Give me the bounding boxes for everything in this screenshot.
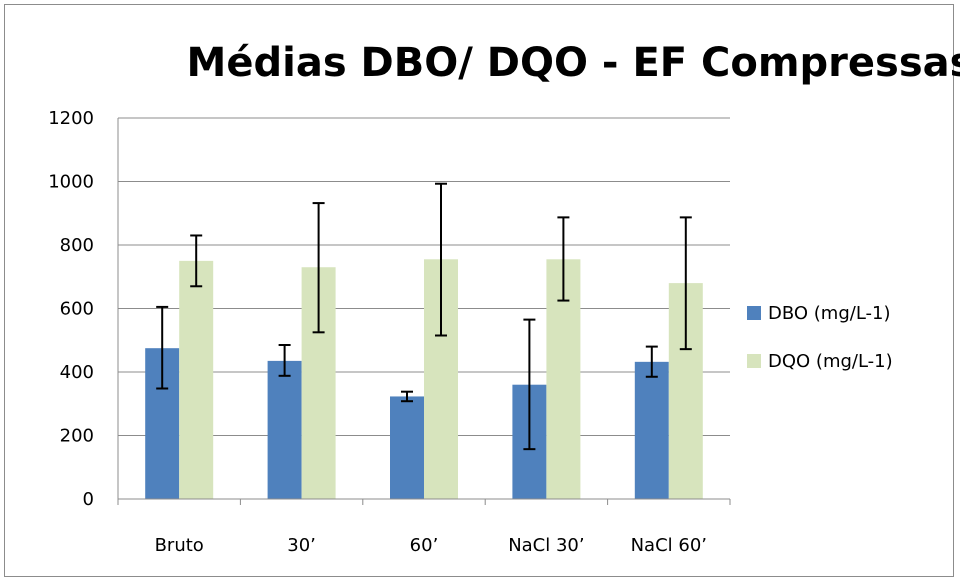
axes: 0 200 400 600 800 1000 1200 Bruto 30’ 60’ NaCl 30’…	[48, 108, 731, 556]
bars	[145, 259, 703, 499]
x-tick-label: 30’	[287, 535, 316, 556]
legend-swatch	[747, 354, 761, 368]
y-tick-label: 1200	[48, 108, 94, 129]
bar-dbo	[634, 361, 669, 499]
y-tick-label: 800	[60, 235, 94, 256]
y-tick-label: 600	[60, 299, 94, 320]
gridlines	[118, 117, 730, 436]
y-tick-label: 0	[83, 489, 94, 510]
x-tick-label: NaCl 30’	[508, 535, 584, 556]
y-tick-label: 400	[60, 362, 94, 383]
legend-label: DQO (mg/L-1)	[768, 351, 893, 372]
chart-title: Médias DBO/ DQO - EF Compressas	[187, 40, 960, 86]
error-bars	[156, 182, 692, 451]
y-tick-label: 200	[60, 426, 94, 447]
legend: DBO (mg/L-1) DQO (mg/L-1)	[747, 303, 893, 372]
y-tick-label: 1000	[48, 172, 94, 193]
bar-dqo	[179, 260, 214, 499]
x-tick-label: 60’	[410, 535, 439, 556]
bar-dbo	[390, 396, 424, 499]
x-tick-label: Bruto	[155, 535, 204, 556]
legend-swatch	[747, 306, 761, 320]
x-tick-label: NaCl 60’	[631, 535, 707, 556]
legend-label: DBO (mg/L-1)	[768, 303, 891, 324]
bar-dbo	[267, 360, 302, 499]
